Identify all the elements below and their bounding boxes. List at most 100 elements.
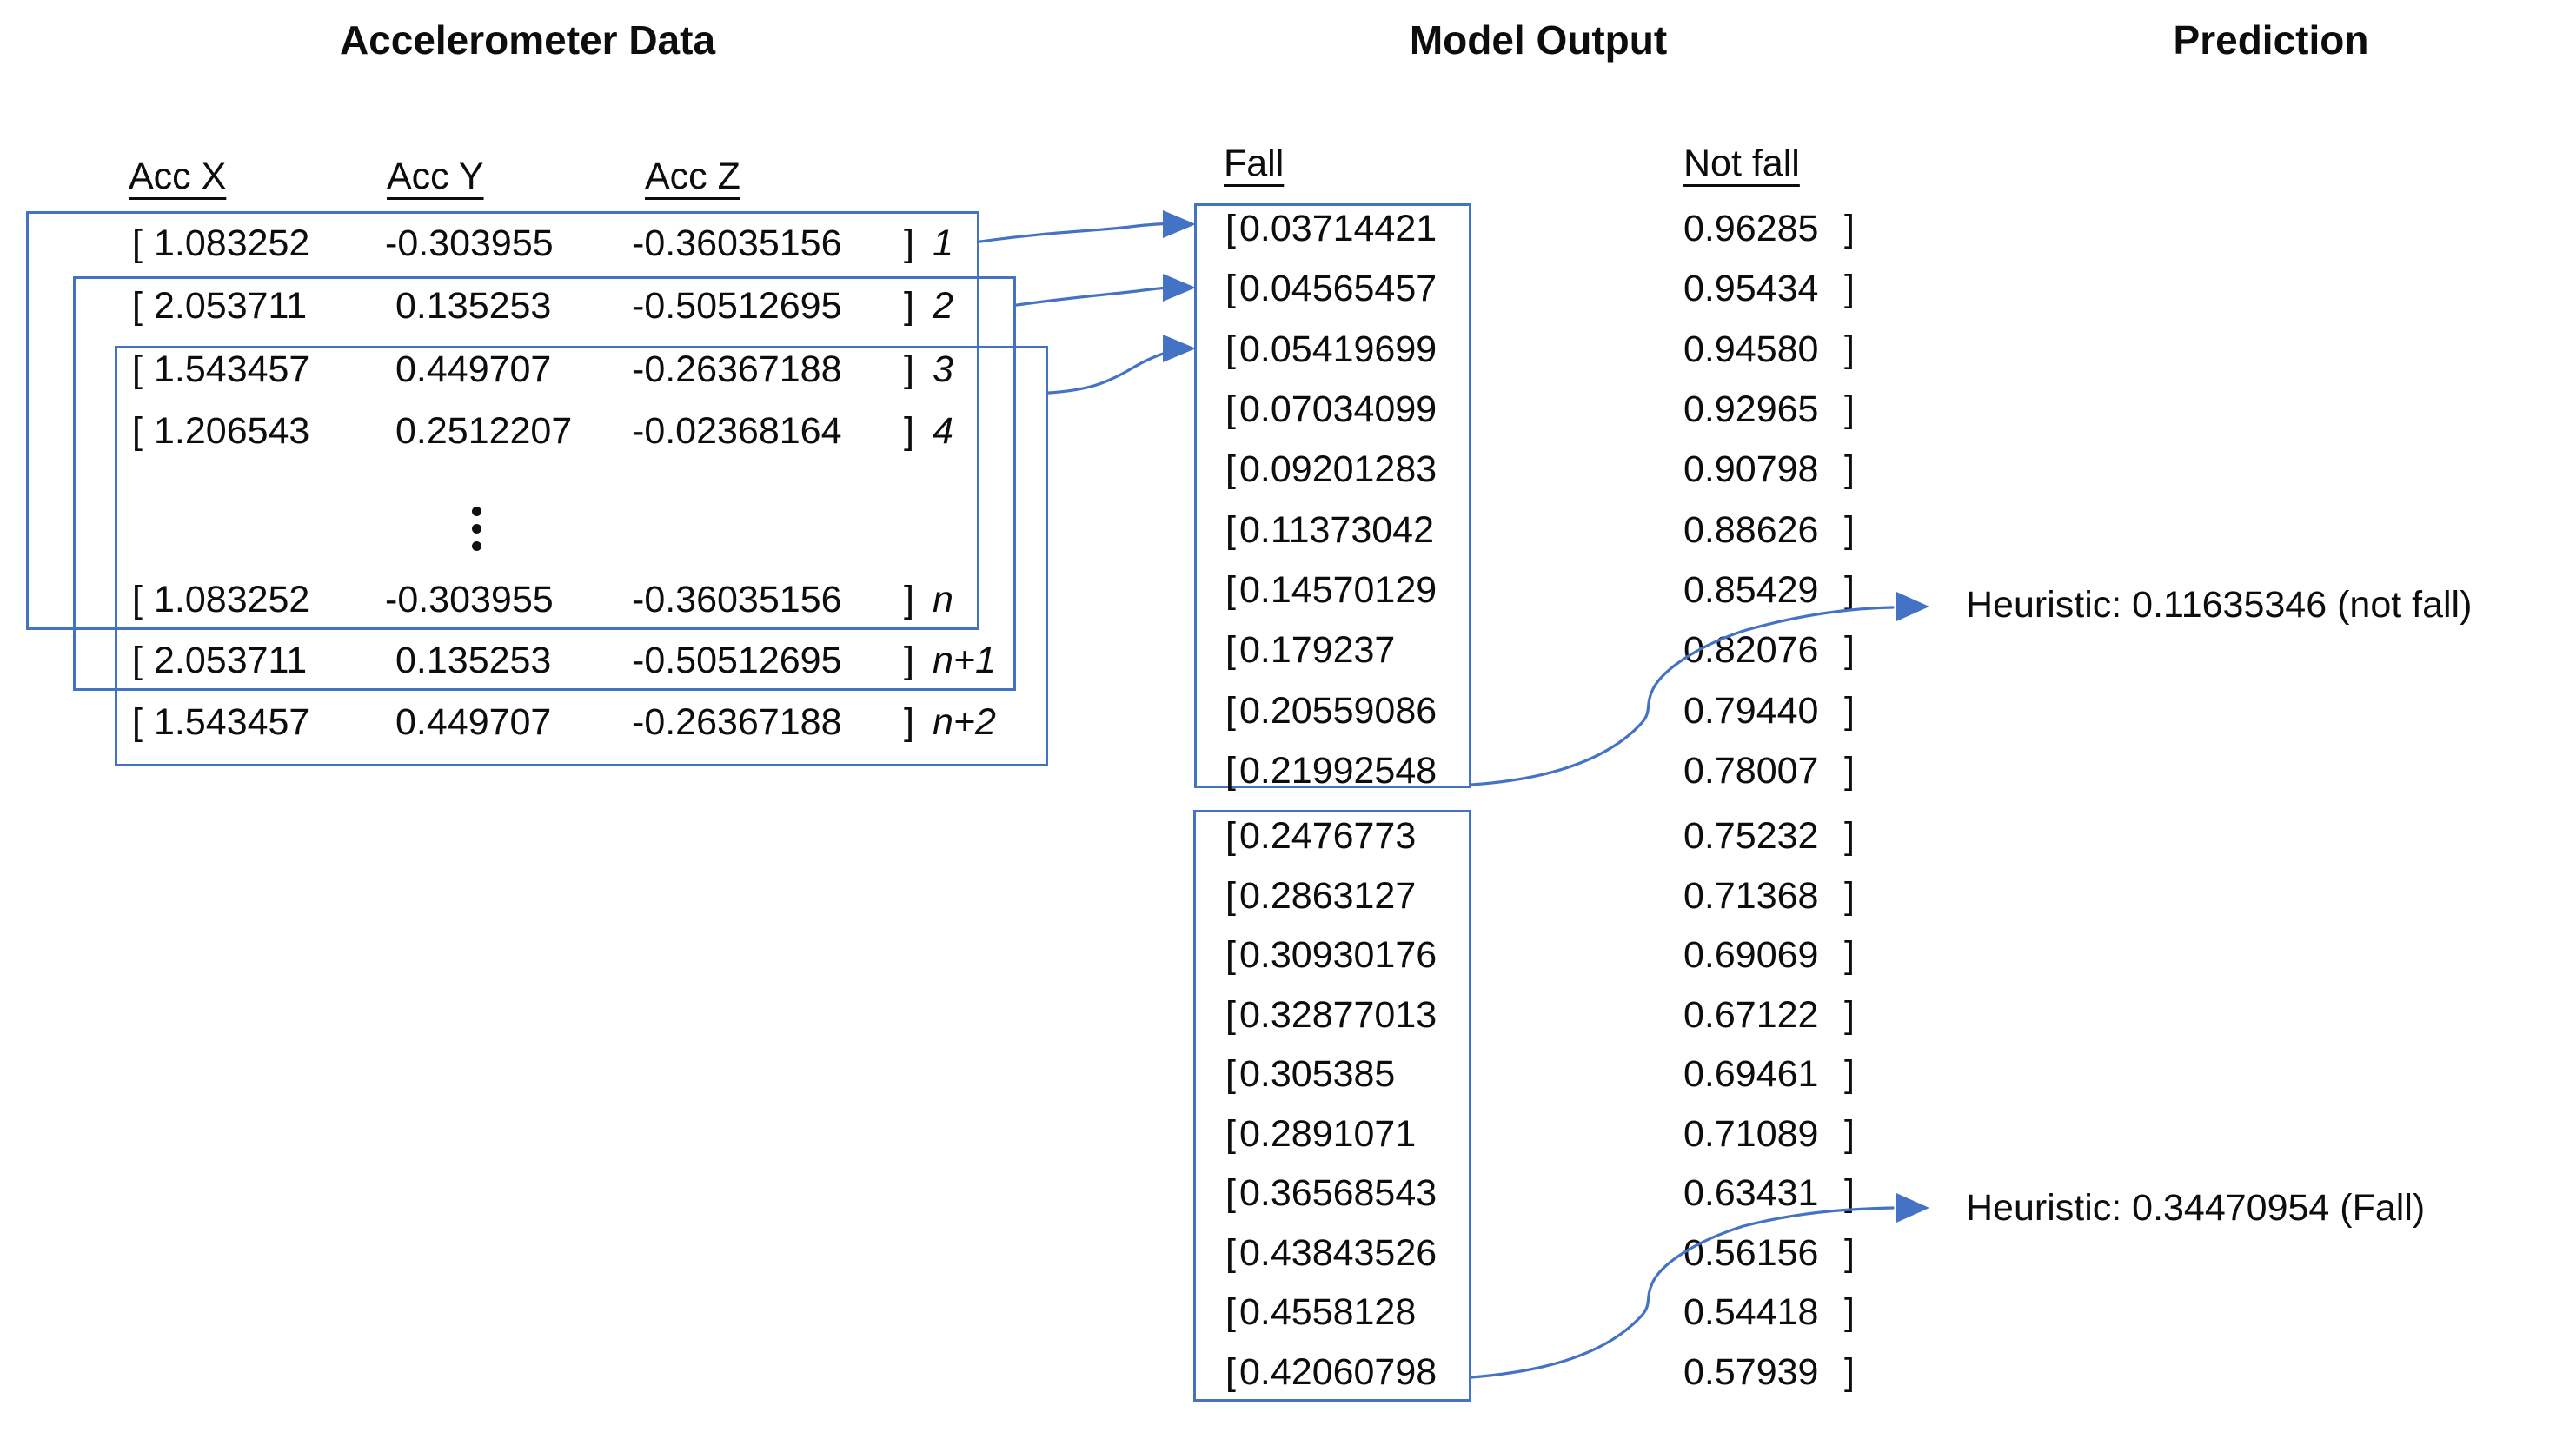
acc-window-2-box <box>73 276 1016 691</box>
open-bracket: [ <box>1225 815 1236 857</box>
acc-y-value: 0.2512207 <box>395 410 573 452</box>
close-bracket: ] <box>1844 569 1855 611</box>
close-bracket: ] <box>1844 629 1855 671</box>
close-bracket: ] <box>1844 1172 1855 1214</box>
not-fall-value: 0.69461 <box>1683 1053 1819 1095</box>
open-bracket: [ <box>1225 1053 1236 1095</box>
not-fall-value: 0.79440 <box>1683 690 1819 732</box>
open-bracket: [ <box>132 410 143 452</box>
fall-value: 0.07034099 <box>1239 388 1437 430</box>
open-bracket: [ <box>1225 875 1236 917</box>
close-bracket: ] <box>904 348 914 390</box>
fall-value: 0.36568543 <box>1239 1172 1437 1214</box>
fall-value: 0.03714421 <box>1239 208 1437 249</box>
acc-window2-to-output-arrow <box>1015 286 1184 307</box>
fall-value: 0.04565457 <box>1239 268 1437 309</box>
open-bracket: [ <box>1225 994 1236 1036</box>
acc-y-value: 0.449707 <box>395 701 552 743</box>
close-bracket: ] <box>1844 815 1855 857</box>
acc-x-value: 2.053711 <box>154 640 308 681</box>
not-fall-value: 0.85429 <box>1683 569 1819 611</box>
open-bracket: [ <box>1225 1291 1236 1333</box>
not-fall-value: 0.94580 <box>1683 328 1819 370</box>
row-index: 3 <box>933 348 953 390</box>
open-bracket: [ <box>1225 629 1236 671</box>
close-bracket: ] <box>1844 1351 1855 1393</box>
open-bracket: [ <box>1225 1232 1236 1274</box>
acc-z-value: -0.36035156 <box>632 222 842 264</box>
close-bracket: ] <box>1844 875 1855 917</box>
acc-x-value: 1.543457 <box>154 701 310 743</box>
acc-z-value: -0.26367188 <box>632 701 842 743</box>
fall-value: 0.09201283 <box>1239 448 1437 490</box>
arrowhead-icon <box>1896 1193 1929 1223</box>
close-bracket: ] <box>1844 1291 1855 1333</box>
close-bracket: ] <box>904 701 914 743</box>
close-bracket: ] <box>1844 208 1855 249</box>
acc-x-header: Acc X <box>129 156 227 197</box>
close-bracket: ] <box>1844 328 1855 370</box>
open-bracket: [ <box>1225 208 1236 249</box>
fall-value: 0.20559086 <box>1239 690 1437 732</box>
open-bracket: [ <box>132 701 143 743</box>
not-fall-value: 0.90798 <box>1683 448 1819 490</box>
not-fall-value: 0.78007 <box>1683 750 1819 792</box>
open-bracket: [ <box>1225 1172 1236 1214</box>
not-fall-value: 0.96285 <box>1683 208 1819 249</box>
not-fall-value: 0.69069 <box>1683 934 1819 976</box>
open-bracket: [ <box>1225 1351 1236 1393</box>
output-window2-to-heuristic-arrow <box>1470 1206 1895 1379</box>
prediction-heuristic-1: Heuristic: 0.11635346 (not fall) <box>1966 584 2473 626</box>
row-index: n <box>933 579 953 620</box>
acc-x-value: 1.543457 <box>154 348 310 390</box>
not-fall-value: 0.63431 <box>1683 1172 1819 1214</box>
open-bracket: [ <box>1225 750 1236 792</box>
acc-z-value: -0.02368164 <box>632 410 842 452</box>
open-bracket: [ <box>1225 268 1236 309</box>
not-fall-value: 0.54418 <box>1683 1291 1819 1333</box>
acc-x-value: 1.206543 <box>154 410 310 452</box>
open-bracket: [ <box>132 640 143 681</box>
row-index: n+2 <box>933 701 996 743</box>
fall-value: 0.2891071 <box>1239 1113 1417 1155</box>
ellipsis-dot <box>472 524 481 534</box>
arrowhead-icon <box>1163 335 1196 362</box>
not-fall-value: 0.71089 <box>1683 1113 1819 1155</box>
close-bracket: ] <box>1844 1113 1855 1155</box>
acc-window1-to-output-arrow <box>979 222 1184 243</box>
not-fall-value: 0.88626 <box>1683 509 1819 551</box>
fall-value: 0.30930176 <box>1239 934 1437 976</box>
open-bracket: [ <box>1225 934 1236 976</box>
fall-value: 0.43843526 <box>1239 1232 1437 1274</box>
fall-value: 0.2476773 <box>1239 815 1417 857</box>
close-bracket: ] <box>1844 994 1855 1036</box>
open-bracket: [ <box>1225 328 1236 370</box>
arrowhead-icon <box>1163 210 1196 238</box>
output-window1-to-heuristic-arrow <box>1470 606 1895 786</box>
acc-window3-to-output-arrow <box>1047 348 1184 395</box>
vertical-ellipsis <box>472 507 481 551</box>
acc-y-value: 0.135253 <box>395 640 552 681</box>
fall-value: 0.11373042 <box>1239 509 1434 551</box>
open-bracket: [ <box>1225 388 1236 430</box>
acc-y-value: 0.449707 <box>395 348 552 390</box>
ellipsis-dot <box>472 507 481 516</box>
close-bracket: ] <box>1844 268 1855 309</box>
not-fall-value: 0.67122 <box>1683 994 1819 1036</box>
fall-value: 0.179237 <box>1239 629 1396 671</box>
fall-value: 0.42060798 <box>1239 1351 1437 1393</box>
model-output-title: Model Output <box>1409 17 1668 63</box>
not-fall-value: 0.57939 <box>1683 1351 1819 1393</box>
close-bracket: ] <box>1844 750 1855 792</box>
acc-x-value: 1.083252 <box>154 579 310 620</box>
row-index: 2 <box>933 285 953 327</box>
acc-y-value: -0.303955 <box>385 222 554 264</box>
not-fall-value: 0.82076 <box>1683 629 1819 671</box>
close-bracket: ] <box>1844 934 1855 976</box>
acc-z-header: Acc Z <box>645 156 740 197</box>
open-bracket: [ <box>132 348 143 390</box>
close-bracket: ] <box>904 579 914 620</box>
acc-x-value: 1.083252 <box>154 222 310 264</box>
close-bracket: ] <box>904 285 914 327</box>
